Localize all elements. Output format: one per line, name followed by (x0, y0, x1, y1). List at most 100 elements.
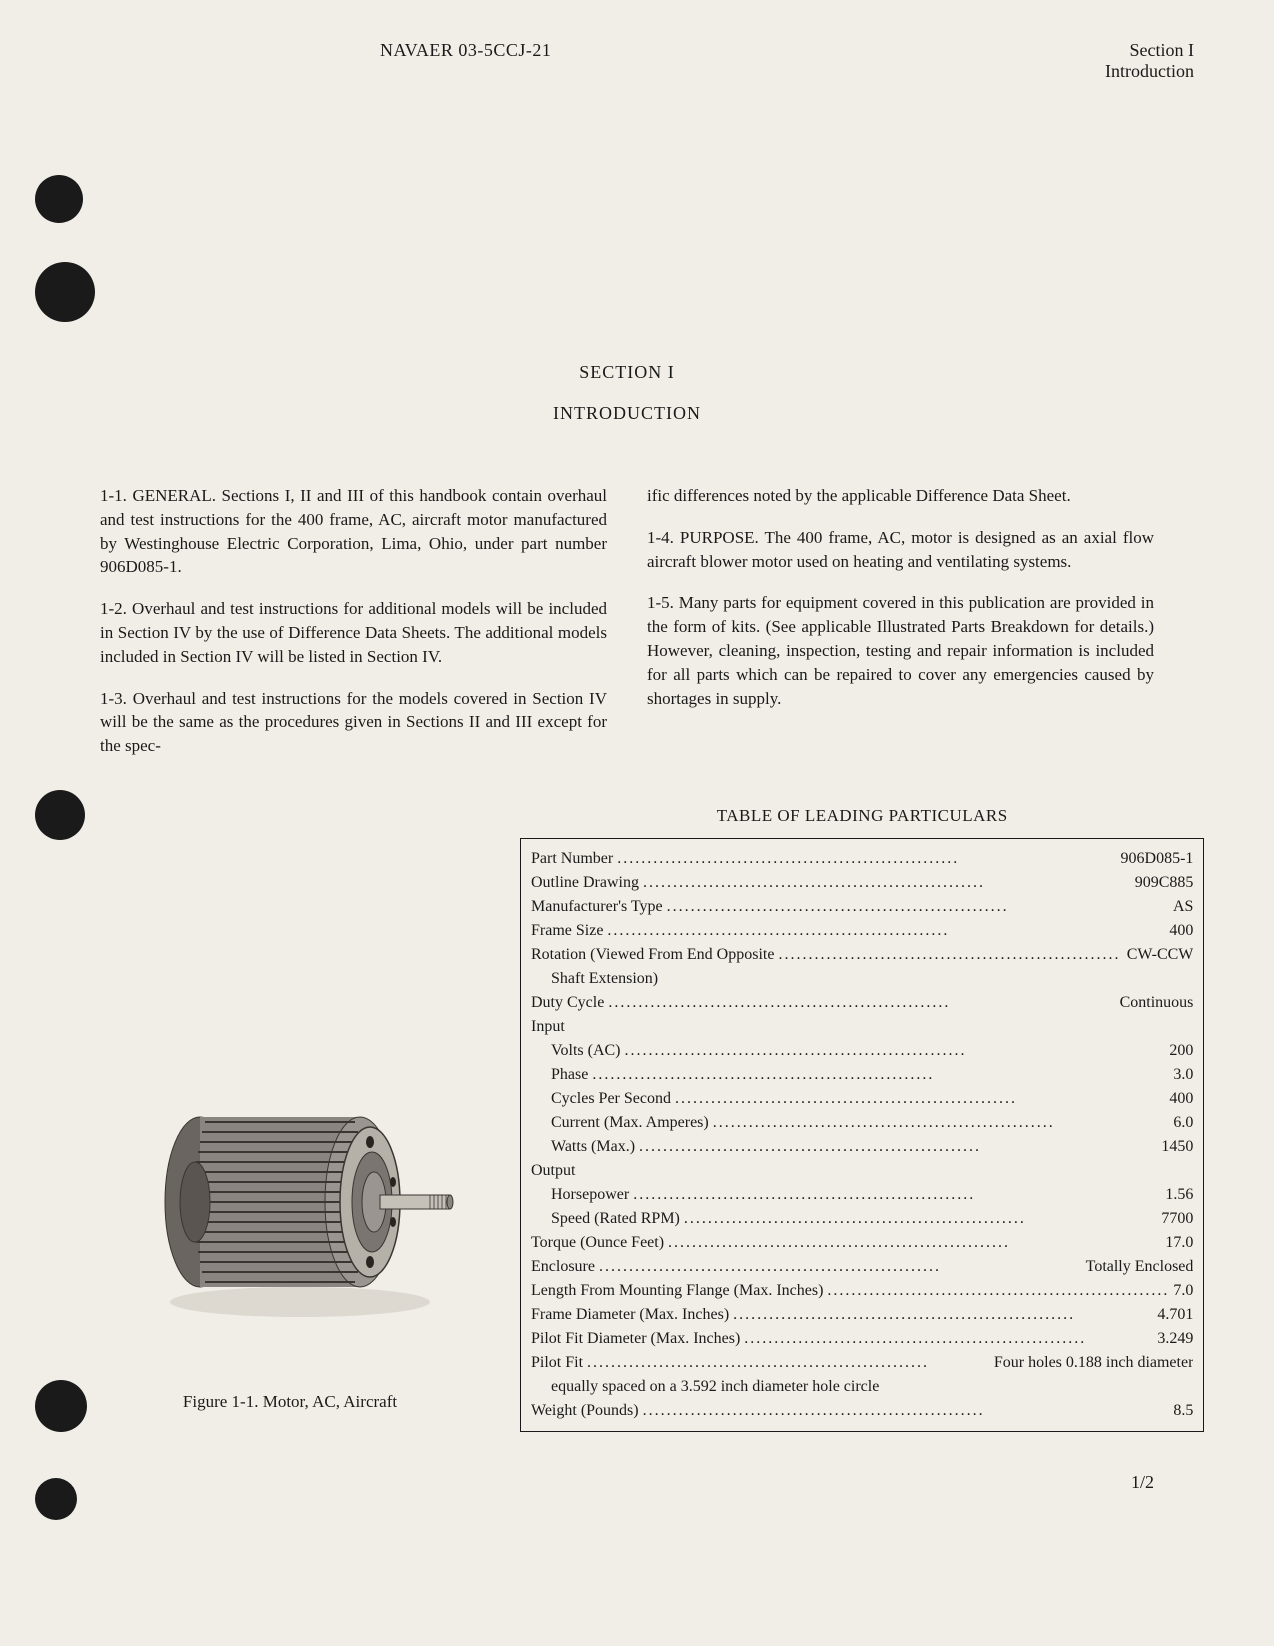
table-section: TABLE OF LEADING PARTICULARS Part Number… (520, 806, 1204, 1432)
table-value: 7.0 (1173, 1279, 1193, 1303)
table-row: Rotation (Viewed From End Opposite......… (531, 943, 1193, 967)
table-value: 3.0 (1173, 1063, 1193, 1087)
table-dots: ........................................… (740, 1327, 1157, 1351)
table-row: Phase...................................… (531, 1063, 1193, 1087)
table-label: Shaft Extension) (531, 967, 658, 991)
table-row: Speed (Rated RPM).......................… (531, 1207, 1193, 1231)
table-row: Part Number.............................… (531, 847, 1193, 871)
lower-section: Figure 1-1. Motor, AC, Aircraft TABLE OF… (60, 806, 1194, 1432)
section-info: Section I Introduction (1105, 40, 1194, 82)
table-label: Manufacturer's Type (531, 895, 663, 919)
table-label: Rotation (Viewed From End Opposite (531, 943, 774, 967)
page-header: NAVAER 03-5CCJ-21 Section I Introduction (60, 40, 1194, 82)
table-row: Horsepower..............................… (531, 1183, 1193, 1207)
table-row: Frame Diameter (Max. Inches)............… (531, 1303, 1193, 1327)
section-subtitle: INTRODUCTION (60, 403, 1194, 424)
motor-image (100, 1052, 480, 1352)
punch-hole-icon (35, 790, 85, 840)
table-row: Length From Mounting Flange (Max. Inches… (531, 1279, 1193, 1303)
table-value: 400 (1169, 919, 1193, 943)
table-dots: ........................................… (583, 1351, 994, 1375)
punch-hole-icon (35, 262, 95, 322)
table-row: Outline Drawing.........................… (531, 871, 1193, 895)
table-dots: ........................................… (588, 1063, 1173, 1087)
table-dots: ........................................… (664, 1231, 1165, 1255)
table-label: Output (531, 1159, 575, 1183)
table-dots: ........................................… (613, 847, 1120, 871)
paragraph: 1-4. PURPOSE. The 400 frame, AC, motor i… (647, 526, 1154, 574)
table-row: Weight (Pounds).........................… (531, 1399, 1193, 1423)
table-dots: ........................................… (729, 1303, 1157, 1327)
table-value: 6.0 (1173, 1111, 1193, 1135)
table-value: 17.0 (1165, 1231, 1193, 1255)
table-row: Current (Max. Amperes)..................… (531, 1111, 1193, 1135)
table-row: Enclosure...............................… (531, 1255, 1193, 1279)
figure-section: Figure 1-1. Motor, AC, Aircraft (100, 806, 480, 1432)
figure-caption: Figure 1-1. Motor, AC, Aircraft (183, 1392, 397, 1412)
table-value: Four holes 0.188 inch diameter (994, 1351, 1194, 1375)
table-row: Torque (Ounce Feet).....................… (531, 1231, 1193, 1255)
table-row: Frame Size..............................… (531, 919, 1193, 943)
table-dots: ........................................… (639, 1399, 1174, 1423)
table-value: 1450 (1161, 1135, 1193, 1159)
table-value: 4.701 (1157, 1303, 1193, 1327)
paragraph: 1-3. Overhaul and test instructions for … (100, 687, 607, 758)
punch-hole-icon (35, 175, 83, 223)
content-columns: 1-1. GENERAL. Sections I, II and III of … (60, 484, 1194, 776)
table-row: Shaft Extension) (531, 967, 1193, 991)
table-dots: ........................................… (823, 1279, 1173, 1303)
table-label: Watts (Max.) (531, 1135, 635, 1159)
paragraph: ific differences noted by the applicable… (647, 484, 1154, 508)
punch-hole-icon (35, 1380, 87, 1432)
left-column: 1-1. GENERAL. Sections I, II and III of … (100, 484, 607, 776)
table-row: Watts (Max.)............................… (531, 1135, 1193, 1159)
table-value: 7700 (1161, 1207, 1193, 1231)
table-row: Manufacturer's Type.....................… (531, 895, 1193, 919)
document-id: NAVAER 03-5CCJ-21 (380, 40, 551, 82)
motor-illustration-icon (100, 1052, 480, 1352)
table-label: Part Number (531, 847, 613, 871)
table-row: Pilot Fit...............................… (531, 1351, 1193, 1375)
table-label: Pilot Fit Diameter (Max. Inches) (531, 1327, 740, 1351)
punch-hole-icon (35, 1478, 77, 1520)
table-label: Duty Cycle (531, 991, 604, 1015)
table-value: Totally Enclosed (1086, 1255, 1194, 1279)
table-row: Input (531, 1015, 1193, 1039)
table-value: 906D085-1 (1121, 847, 1194, 871)
right-column: ific differences noted by the applicable… (647, 484, 1154, 776)
table-label: Frame Diameter (Max. Inches) (531, 1303, 729, 1327)
table-label: Phase (531, 1063, 588, 1087)
section-name: Introduction (1105, 61, 1194, 82)
table-label: Outline Drawing (531, 871, 639, 895)
table-label: Weight (Pounds) (531, 1399, 639, 1423)
page-number: 1/2 (60, 1472, 1194, 1493)
table-row: Duty Cycle..............................… (531, 991, 1193, 1015)
particulars-table: Part Number.............................… (520, 838, 1204, 1432)
table-dots: ........................................… (671, 1087, 1169, 1111)
table-dots: ........................................… (629, 1183, 1165, 1207)
table-label: Frame Size (531, 919, 603, 943)
table-row: Cycles Per Second.......................… (531, 1087, 1193, 1111)
table-value: 3.249 (1157, 1327, 1193, 1351)
paragraph: 1-1. GENERAL. Sections I, II and III of … (100, 484, 607, 579)
table-label: Torque (Ounce Feet) (531, 1231, 664, 1255)
table-label: Input (531, 1015, 565, 1039)
table-value: 8.5 (1173, 1399, 1193, 1423)
table-label: Volts (AC) (531, 1039, 621, 1063)
table-value: 200 (1169, 1039, 1193, 1063)
section-title: SECTION I (60, 362, 1194, 383)
table-label: Enclosure (531, 1255, 595, 1279)
table-row: Output (531, 1159, 1193, 1183)
table-label: Length From Mounting Flange (Max. Inches… (531, 1279, 823, 1303)
table-dots: ........................................… (680, 1207, 1162, 1231)
table-value: Continuous (1120, 991, 1194, 1015)
table-label: Horsepower (531, 1183, 629, 1207)
paragraph: 1-2. Overhaul and test instructions for … (100, 597, 607, 668)
table-value: 400 (1169, 1087, 1193, 1111)
paragraph: 1-5. Many parts for equipment covered in… (647, 591, 1154, 710)
table-dots: ........................................… (621, 1039, 1170, 1063)
table-dots: ........................................… (663, 895, 1173, 919)
table-dots: ........................................… (595, 1255, 1086, 1279)
table-dots: ........................................… (635, 1135, 1161, 1159)
table-label: equally spaced on a 3.592 inch diameter … (531, 1375, 879, 1399)
